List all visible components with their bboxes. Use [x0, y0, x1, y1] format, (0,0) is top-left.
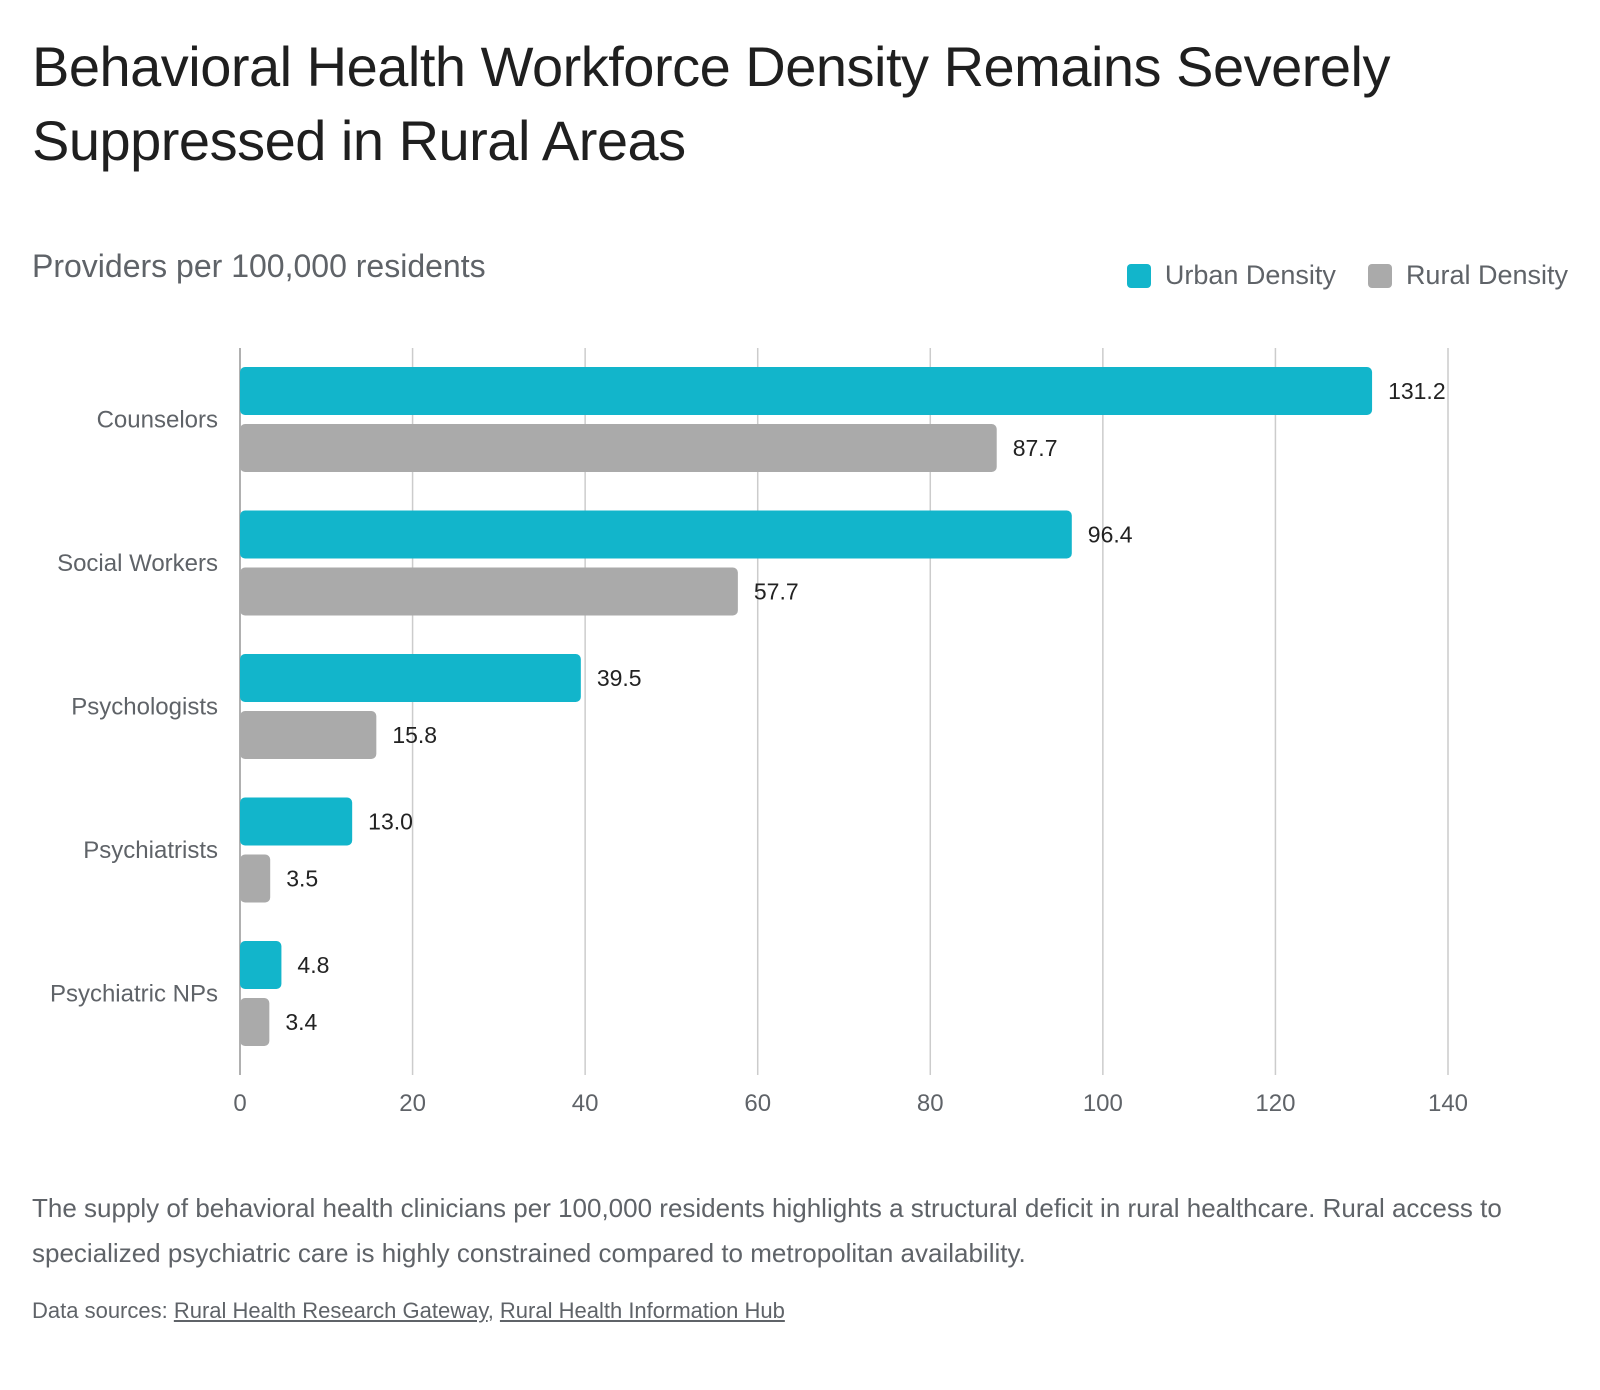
legend: Urban Density Rural Density	[1126, 260, 1568, 291]
data-label: 87.7	[1013, 435, 1058, 461]
legend-label-urban: Urban Density	[1164, 260, 1336, 290]
bar-rural	[240, 424, 997, 472]
bar-rural	[240, 998, 270, 1046]
category-label: Social Workers	[57, 550, 218, 577]
bar-rural	[240, 567, 738, 616]
data-label: 57.7	[754, 579, 799, 605]
legend-label-rural: Rural Density	[1405, 260, 1568, 290]
x-tick-label: 0	[233, 1090, 246, 1117]
category-label: Counselors	[97, 407, 218, 434]
source-link-gateway[interactable]: Rural Health Research Gateway	[173, 1298, 488, 1323]
sources-separator: ,	[487, 1298, 500, 1323]
data-label: 96.4	[1088, 522, 1133, 548]
data-label: 4.8	[297, 952, 329, 978]
bar-urban	[240, 654, 581, 702]
bar-urban	[240, 941, 282, 989]
chart-subtitle: Providers per 100,000 residents	[32, 248, 486, 284]
legend-item-urban[interactable]: Urban Density	[1126, 260, 1336, 291]
category-label: Psychiatrists	[83, 837, 218, 864]
data-label: 15.8	[392, 722, 437, 748]
x-tick-label: 120	[1255, 1090, 1295, 1117]
chart-title: Behavioral Health Workforce Density Rema…	[32, 35, 1390, 172]
bar-rural	[240, 854, 271, 903]
data-label: 3.5	[286, 866, 318, 892]
data-label: 39.5	[597, 665, 642, 691]
category-label: Psychiatric NPs	[50, 981, 218, 1008]
x-tick-label: 60	[744, 1090, 771, 1117]
data-label: 13.0	[368, 809, 413, 835]
bar-urban	[240, 367, 1373, 415]
x-tick-label: 80	[917, 1090, 944, 1117]
x-tick-label: 100	[1083, 1090, 1123, 1117]
bar-rural	[240, 711, 377, 759]
sources-prefix: Data sources:	[32, 1298, 174, 1323]
bar-urban	[240, 510, 1072, 559]
bar-chart: 0 20 40 60 80 100 120 140 Counselors 131.2 87.7 Soc…	[50, 348, 1468, 1117]
chart-description: The supply of behavioral health clinicia…	[32, 1193, 1502, 1268]
x-tick-label: 140	[1428, 1090, 1468, 1117]
x-tick-label: 40	[572, 1090, 599, 1117]
data-label: 131.2	[1388, 378, 1446, 404]
data-label: 3.4	[285, 1009, 317, 1035]
legend-swatch-urban	[1126, 263, 1151, 288]
x-tick-label: 20	[399, 1090, 426, 1117]
legend-item-rural[interactable]: Rural Density	[1367, 260, 1568, 291]
source-link-hub[interactable]: Rural Health Information Hub	[499, 1298, 785, 1323]
category-label: Psychologists	[71, 694, 218, 721]
legend-swatch-rural	[1367, 263, 1392, 288]
bar-urban	[240, 797, 353, 846]
data-sources: Data sources: Rural Health Research Gate…	[32, 1298, 785, 1324]
